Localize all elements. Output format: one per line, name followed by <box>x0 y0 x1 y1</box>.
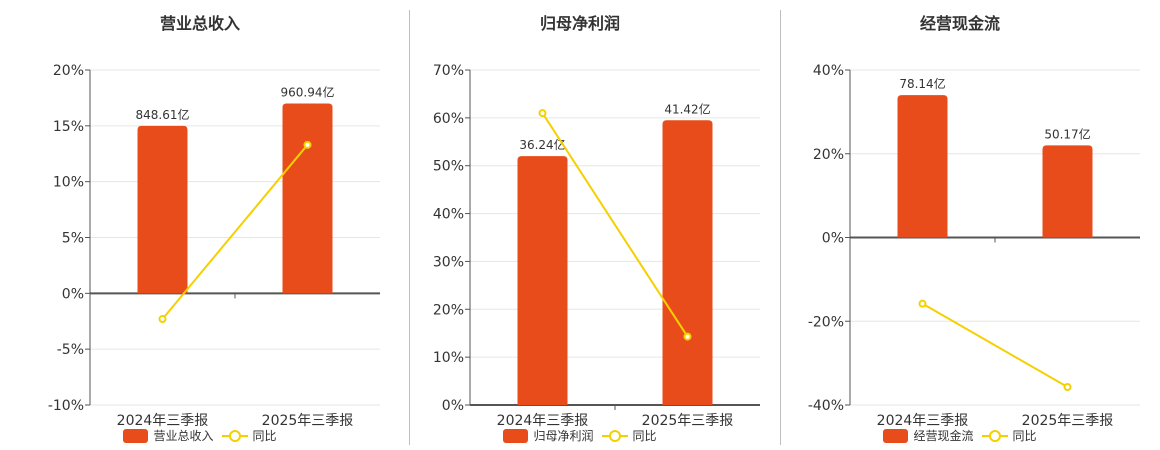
chart-legend: 经营现金流 同比 <box>770 427 1150 444</box>
chart-title: 经营现金流 <box>919 14 1000 33</box>
bar-value-label: 960.94亿 <box>281 85 335 100</box>
legend-line-swatch <box>221 429 248 443</box>
legend-bar-swatch <box>883 428 909 443</box>
x-tick-label: 2024年三季报 <box>117 413 209 429</box>
panel-divider <box>409 10 410 445</box>
y-tick-label: 40% <box>813 63 844 79</box>
legend-bar-swatch <box>503 428 529 443</box>
yoy-point <box>158 315 167 324</box>
bar <box>897 95 948 238</box>
y-tick-label: 15% <box>53 119 84 135</box>
legend-item-line[interactable]: 同比 <box>221 427 277 444</box>
y-tick-label: 5% <box>62 231 84 247</box>
revenue-chart: 20% 15% 10% 5% 0% -5% -10% 848.61亿 960.94亿 2024年三… <box>48 63 380 429</box>
y-tick-label: 0% <box>822 231 844 247</box>
legend-item-bar[interactable]: 营业总收入 <box>123 427 214 444</box>
legend-line-swatch <box>981 429 1008 443</box>
yoy-point <box>1063 382 1072 391</box>
bar-value-label: 78.14亿 <box>899 76 945 91</box>
y-tick-label: 50% <box>433 159 464 175</box>
legend-bar-swatch <box>123 428 149 443</box>
y-tick-label: -20% <box>808 314 844 330</box>
x-tick-label: 2024年三季报 <box>497 413 589 429</box>
legend-item-line[interactable]: 同比 <box>981 427 1037 444</box>
bar-value-label: 848.61亿 <box>136 107 190 122</box>
yoy-line <box>541 112 689 338</box>
y-tick-label: -40% <box>808 398 844 414</box>
y-tick-label: 20% <box>53 63 84 79</box>
legend-item-bar[interactable]: 经营现金流 <box>883 427 974 444</box>
y-tick-label: 10% <box>53 175 84 191</box>
bar-value-label: 36.24亿 <box>519 137 565 152</box>
y-tick-label: 60% <box>433 111 464 127</box>
chart-title: 营业总收入 <box>159 14 240 33</box>
bar <box>1042 145 1093 238</box>
bar-value-label: 50.17亿 <box>1044 126 1090 141</box>
legend-line-label: 同比 <box>1012 429 1037 443</box>
y-tick-label: 20% <box>813 147 844 163</box>
y-tick-label: -10% <box>48 398 84 414</box>
net-profit-chart-panel: 归母净利润 70% 60% 50% 40% 30% 20% 10% 0% 36.24亿 41.42… <box>390 0 770 450</box>
bar <box>517 156 568 405</box>
legend-bar-label: 营业总收入 <box>153 429 214 443</box>
y-tick-label: 10% <box>433 350 464 366</box>
y-tick-label: 70% <box>433 63 464 79</box>
panel-divider <box>780 10 781 445</box>
y-tick-label: 0% <box>442 398 464 414</box>
operating-cashflow-chart-panel: 经营现金流 40% 20% 0% -20% -40% 78.14亿 50.17亿 2024年三… <box>770 0 1150 450</box>
revenue-chart-panel: 营业总收入 20% 15% 10% 5% 0% -5% -10% 848.61亿 960.94亿… <box>10 0 390 450</box>
yoy-point <box>538 109 547 118</box>
legend-item-bar[interactable]: 归母净利润 <box>503 427 594 444</box>
operating-cashflow-chart: 40% 20% 0% -20% -40% 78.14亿 50.17亿 2024年三季报 2025… <box>808 63 1140 429</box>
yoy-point <box>303 140 312 149</box>
x-tick-label: 2025年三季报 <box>1022 413 1114 429</box>
yoy-line <box>161 144 309 320</box>
y-tick-label: 20% <box>433 302 464 318</box>
legend-line-label: 同比 <box>632 429 657 443</box>
legend-bar-label: 经营现金流 <box>913 429 974 443</box>
bar <box>137 125 188 294</box>
yoy-line <box>922 302 1068 388</box>
chart-legend: 营业总收入 同比 <box>10 427 390 444</box>
chart-legend: 归母净利润 同比 <box>390 427 770 444</box>
y-tick-label: 40% <box>433 207 464 223</box>
chart-title: 归母净利润 <box>539 14 620 33</box>
bar-value-label: 41.42亿 <box>664 101 710 116</box>
x-tick-label: 2025年三季报 <box>262 413 354 429</box>
legend-line-swatch <box>601 429 628 443</box>
yoy-point <box>918 299 927 308</box>
y-tick-label: 30% <box>433 254 464 270</box>
legend-line-label: 同比 <box>252 429 277 443</box>
x-tick-label: 2024年三季报 <box>877 413 969 429</box>
y-tick-label: -5% <box>57 342 84 358</box>
bar <box>662 120 713 405</box>
bar <box>282 103 333 294</box>
legend-item-line[interactable]: 同比 <box>601 427 657 444</box>
x-tick-label: 2025年三季报 <box>642 413 734 429</box>
net-profit-chart: 70% 60% 50% 40% 30% 20% 10% 0% 36.24亿 41.42亿 2024年… <box>433 63 760 429</box>
y-tick-label: 0% <box>62 286 84 302</box>
yoy-point <box>683 332 692 341</box>
legend-bar-label: 归母净利润 <box>533 429 594 443</box>
